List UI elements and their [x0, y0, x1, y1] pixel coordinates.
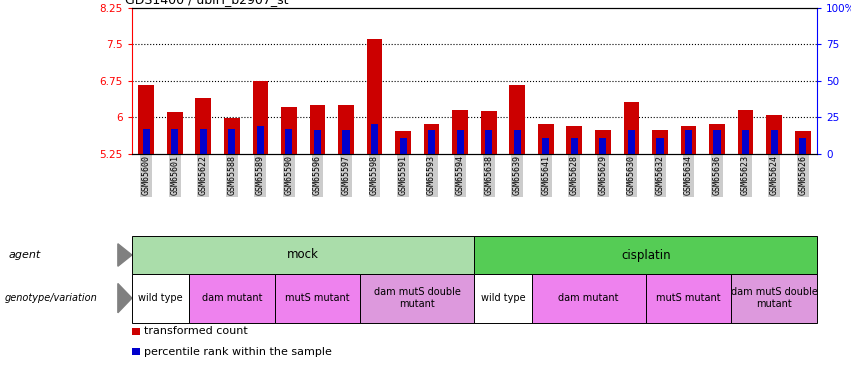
Bar	[200, 129, 207, 154]
Bar	[731, 274, 817, 322]
Bar	[681, 126, 696, 154]
Bar	[132, 274, 189, 322]
Bar	[132, 236, 474, 274]
Bar	[342, 130, 350, 154]
Bar	[171, 129, 179, 154]
Bar	[474, 274, 532, 322]
Text: mutS mutant: mutS mutant	[285, 293, 350, 303]
Bar	[799, 138, 806, 154]
Bar	[795, 131, 810, 154]
Bar	[285, 129, 293, 154]
Bar	[253, 81, 268, 154]
Bar	[538, 123, 554, 154]
Bar	[228, 129, 236, 154]
Bar	[132, 348, 140, 355]
Bar	[143, 129, 150, 154]
Bar	[474, 236, 817, 274]
Bar	[360, 274, 475, 322]
Bar	[275, 274, 360, 322]
Bar	[532, 274, 646, 322]
Text: agent: agent	[9, 250, 41, 260]
Bar	[742, 130, 749, 154]
Text: transformed count: transformed count	[144, 326, 248, 336]
Bar	[395, 131, 411, 154]
Bar	[314, 130, 321, 154]
Bar	[424, 123, 439, 154]
Text: dam mutS double
mutant: dam mutS double mutant	[374, 287, 460, 309]
Bar	[624, 102, 639, 154]
Bar	[713, 130, 721, 154]
Text: dam mutS double
mutant: dam mutS double mutant	[731, 287, 818, 309]
Polygon shape	[117, 284, 132, 313]
Bar	[646, 274, 731, 322]
Bar	[685, 130, 692, 154]
Bar	[367, 39, 382, 154]
Bar	[542, 138, 550, 154]
Bar	[628, 130, 635, 154]
Bar	[224, 118, 240, 154]
Bar	[485, 130, 492, 154]
Bar	[738, 110, 753, 154]
Text: wild type: wild type	[138, 293, 183, 303]
Text: mutS mutant: mutS mutant	[656, 293, 721, 303]
Text: GDS1400 / ubiH_b2907_st: GDS1400 / ubiH_b2907_st	[125, 0, 288, 6]
Text: genotype/variation: genotype/variation	[4, 293, 97, 303]
Text: wild type: wild type	[481, 293, 525, 303]
Bar	[189, 274, 275, 322]
Bar	[595, 130, 611, 154]
Text: cisplatin: cisplatin	[621, 249, 671, 261]
Bar	[139, 86, 154, 154]
Bar	[652, 130, 668, 154]
Bar	[281, 107, 297, 154]
Bar	[399, 138, 407, 154]
Bar	[514, 130, 521, 154]
Bar	[599, 138, 607, 154]
Bar	[310, 105, 325, 154]
Bar	[167, 112, 183, 154]
Bar	[257, 126, 264, 154]
Bar	[766, 115, 782, 154]
Bar	[770, 130, 778, 154]
Text: mock: mock	[288, 249, 319, 261]
Bar	[457, 130, 464, 154]
Bar	[338, 105, 354, 154]
Bar	[428, 130, 435, 154]
Bar	[571, 138, 578, 154]
Bar	[567, 126, 582, 154]
Polygon shape	[117, 244, 132, 266]
Text: dam mutant: dam mutant	[202, 293, 262, 303]
Text: percentile rank within the sample: percentile rank within the sample	[144, 347, 332, 357]
Bar	[132, 328, 140, 334]
Text: dam mutant: dam mutant	[558, 293, 619, 303]
Bar	[453, 110, 468, 154]
Bar	[196, 98, 211, 154]
Bar	[709, 123, 725, 154]
Bar	[371, 123, 378, 154]
Bar	[481, 111, 496, 154]
Bar	[510, 86, 525, 154]
Bar	[656, 138, 664, 154]
